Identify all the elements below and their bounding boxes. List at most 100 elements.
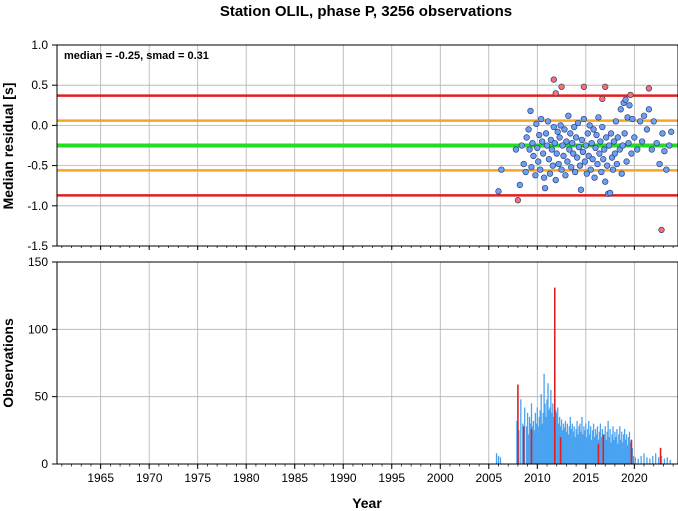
residual-point — [627, 91, 634, 98]
residual-point — [549, 162, 556, 169]
residual-point — [564, 158, 571, 165]
observation-bar — [622, 442, 624, 464]
residual-point — [498, 166, 505, 173]
observation-bar — [624, 439, 627, 464]
observation-bar — [584, 430, 586, 464]
residual-point — [606, 189, 614, 197]
observation-bar — [576, 420, 578, 464]
top-panel-border — [56, 44, 678, 247]
residual-point — [643, 126, 651, 133]
observation-bar — [640, 455, 642, 464]
observation-bar — [581, 416, 583, 464]
residual-point — [631, 134, 638, 141]
x-tick-label: 2020 — [621, 471, 648, 485]
residual-point — [593, 131, 600, 139]
observation-bar — [553, 287, 556, 464]
residual-point — [526, 146, 533, 153]
observation-bar — [587, 428, 589, 464]
observation-bar — [582, 434, 584, 464]
residual-point — [539, 150, 547, 157]
residual-point — [582, 142, 589, 149]
residual-point — [650, 118, 657, 125]
residual-point — [512, 146, 520, 153]
residual-point — [580, 83, 588, 90]
residual-point — [574, 119, 582, 127]
x-tick-label: 2015 — [572, 471, 599, 485]
observation-bar — [607, 420, 609, 464]
residual-point — [554, 128, 561, 135]
residual-point — [572, 134, 580, 141]
observation-bar — [603, 434, 605, 464]
residual-point — [612, 118, 620, 125]
observation-bar — [611, 434, 613, 464]
residual-point — [645, 106, 653, 113]
residual-point — [603, 134, 610, 141]
residual-point — [584, 130, 591, 137]
observation-bar — [529, 423, 532, 464]
observation-bar — [660, 455, 663, 464]
residual-point — [666, 142, 673, 149]
observation-bar — [609, 428, 611, 464]
observation-bar — [571, 423, 573, 464]
residual-point — [653, 139, 660, 147]
observation-bar — [547, 383, 549, 464]
observation-bar — [621, 431, 623, 464]
residual-point — [626, 102, 633, 109]
observation-bar — [605, 439, 607, 464]
residual-point — [550, 123, 557, 131]
residual-point — [560, 152, 567, 160]
observation-bar — [522, 426, 525, 464]
residual-point — [567, 130, 574, 137]
residual-point — [527, 107, 534, 115]
x-tick-label: 1965 — [87, 471, 114, 485]
residual-point — [599, 123, 606, 131]
observation-bar — [613, 439, 615, 464]
residual-point — [637, 118, 644, 125]
observation-bar — [559, 437, 562, 464]
observation-bar — [598, 431, 601, 464]
observation-bar — [590, 439, 593, 464]
bottom-y-ticks: 150 100 50 0 — [28, 255, 57, 471]
x-axis-label: Year — [352, 495, 382, 511]
observation-bar — [543, 373, 545, 464]
residual-point — [601, 146, 608, 153]
observation-bar — [565, 431, 568, 464]
observation-bar — [602, 434, 605, 464]
residual-point — [645, 85, 653, 92]
residual-point — [539, 138, 546, 145]
residual-point — [575, 143, 583, 151]
residual-point — [540, 174, 548, 181]
observation-bar — [563, 427, 566, 464]
observation-bar — [580, 431, 582, 464]
observation-bar — [538, 416, 540, 464]
observation-bar — [608, 437, 610, 464]
observation-bar — [539, 410, 541, 464]
observation-bar — [589, 434, 591, 464]
top-y-axis-label: Median residual [s] — [0, 83, 16, 210]
observation-bar — [597, 443, 600, 464]
residual-point — [538, 115, 545, 123]
observation-bar — [630, 439, 633, 464]
x-tick-label: 1975 — [184, 471, 211, 485]
observation-bar — [591, 430, 594, 464]
bottom-y-tick-label: 50 — [35, 390, 49, 404]
observation-bar — [526, 412, 529, 464]
residual-point — [600, 156, 607, 163]
observation-bar — [567, 434, 570, 464]
residual-point — [550, 76, 557, 83]
observation-bar — [575, 428, 577, 464]
observation-bar — [568, 426, 570, 464]
residual-point — [552, 176, 559, 184]
residual-point — [581, 158, 588, 165]
residual-point — [604, 162, 611, 169]
observation-bar — [533, 430, 536, 464]
residual-point — [629, 115, 636, 123]
residual-point — [577, 186, 585, 193]
residual-point — [622, 96, 629, 103]
observation-bars — [495, 287, 671, 464]
bottom-panel-border — [56, 261, 678, 465]
observation-bar — [632, 455, 635, 464]
observation-bar — [594, 428, 597, 464]
observation-bar — [535, 423, 537, 464]
residual-point — [579, 148, 587, 156]
